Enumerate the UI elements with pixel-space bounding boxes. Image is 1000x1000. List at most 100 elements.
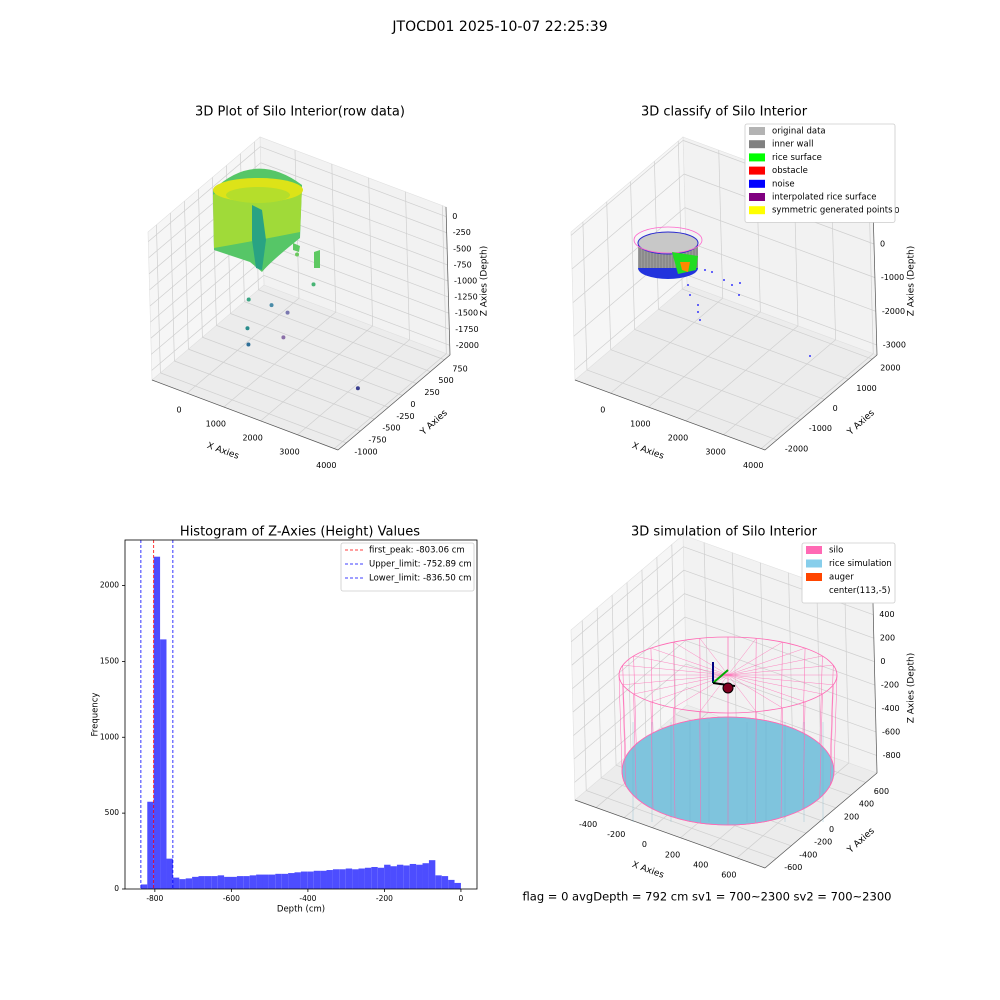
y-tick-label: 500 — [438, 376, 453, 385]
grid-line — [582, 221, 588, 370]
z-tick-label: -800 — [883, 751, 901, 760]
bar — [326, 870, 333, 889]
grid-line — [788, 572, 793, 743]
z-tick-label: -1750 — [455, 325, 478, 334]
decor — [697, 304, 699, 306]
legend-swatch — [806, 546, 822, 554]
bar — [332, 869, 340, 889]
grid-line — [685, 663, 877, 733]
bar — [160, 639, 167, 889]
legend-label: Lower_limit: -836.50 cm — [369, 574, 471, 584]
bar — [422, 863, 429, 889]
y-tick-label: 750 — [452, 364, 467, 373]
grid-line — [230, 313, 417, 384]
decor — [673, 642, 676, 725]
grid-line — [684, 207, 876, 278]
grid-line — [684, 593, 875, 662]
y-tick-label: 600 — [874, 787, 889, 796]
decor — [727, 655, 823, 676]
y-axis-label: Y Axies — [845, 408, 877, 438]
y-tick-label: -400 — [799, 850, 817, 859]
bar — [211, 876, 218, 889]
decor — [293, 243, 320, 268]
y-tick-label: -2000 — [785, 444, 808, 453]
bar — [358, 868, 365, 889]
y-axis-label: Frequency — [91, 693, 101, 737]
legend-swatch — [749, 153, 765, 162]
grid-line — [573, 663, 687, 760]
axis-line — [872, 602, 878, 774]
legend-box — [744, 123, 896, 223]
grid-line — [658, 308, 849, 380]
legend-swatch — [806, 586, 822, 595]
bar — [448, 879, 455, 889]
axis-line — [574, 799, 766, 869]
grid-line — [216, 325, 403, 396]
bar — [390, 866, 397, 889]
decor — [699, 638, 701, 719]
decor — [622, 665, 626, 758]
decor — [780, 707, 783, 818]
x-tick-label: -400 — [299, 894, 316, 903]
grid-line — [586, 790, 777, 859]
legend-label: noise — [772, 179, 795, 189]
bar — [236, 876, 244, 889]
x-tick-label: 1000 — [630, 420, 650, 429]
decor — [633, 655, 637, 745]
decor — [618, 674, 623, 772]
figure-title: JTOCD01 2025-10-07 22:25:39 — [391, 19, 607, 35]
point — [269, 303, 274, 308]
legend-label: rice simulation — [829, 559, 892, 569]
decor — [650, 701, 654, 810]
grid-line — [148, 146, 261, 242]
decor — [699, 674, 729, 712]
decor — [637, 231, 699, 255]
decor — [673, 707, 676, 818]
x-axis-label: X Axies — [205, 441, 240, 462]
decor — [633, 226, 703, 254]
bar — [352, 869, 359, 889]
x-tick-label: 3000 — [705, 447, 725, 456]
chart-title: 3D simulation of Silo Interior — [631, 525, 818, 540]
decor — [699, 638, 729, 676]
x-tick-label: 4000 — [743, 461, 763, 470]
decor — [622, 684, 626, 785]
x-axis-label: X Axies — [630, 860, 665, 881]
y-tick-label: 250 — [424, 388, 439, 397]
bar — [396, 864, 404, 889]
decor — [802, 701, 806, 810]
bar — [192, 876, 199, 889]
legend-label: silo — [829, 546, 843, 556]
grid-line — [262, 242, 449, 314]
decor — [687, 284, 689, 286]
z-tick-label: -1000 — [454, 277, 477, 286]
grid-line — [685, 240, 876, 312]
bar — [179, 879, 186, 889]
annotation: flag = 0 avgDepth = 792 cm sv1 = 700~230… — [523, 890, 892, 904]
grid-line — [606, 201, 612, 350]
grid-line — [844, 592, 850, 763]
z-tick-label: -500 — [453, 244, 471, 253]
legend-label: center(113,-5) — [829, 586, 890, 596]
decor — [618, 636, 838, 714]
z-tick-label: -200 — [881, 681, 899, 690]
axis-line — [337, 354, 451, 451]
decor — [680, 262, 690, 272]
x-tick-label: 0 — [600, 406, 605, 415]
z-tick-label: -400 — [881, 704, 899, 713]
x-tick-label: 0 — [642, 840, 647, 849]
decor — [712, 669, 729, 684]
chart-title: 3D Plot of Silo Interior(row data) — [195, 105, 405, 120]
x-tick-label: -200 — [607, 830, 625, 839]
bar — [384, 864, 391, 889]
grid-line — [574, 274, 687, 371]
y-tick-label: -1000 — [354, 447, 377, 456]
grid-line — [260, 325, 373, 422]
y-tick-label: 500 — [105, 808, 120, 817]
bar — [377, 867, 385, 889]
grid-line — [868, 205, 874, 354]
y-tick-label: -750 — [368, 436, 386, 445]
y-tick-label: 0 — [833, 404, 838, 413]
decor — [699, 319, 701, 321]
decor — [722, 682, 734, 694]
